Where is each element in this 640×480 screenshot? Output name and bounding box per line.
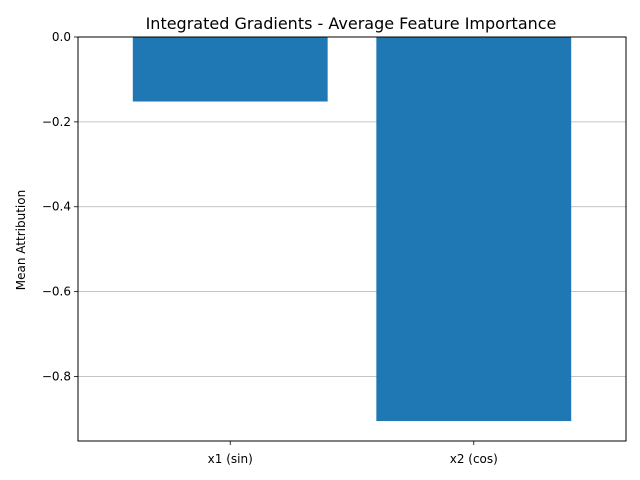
y-tick-label: −0.8 xyxy=(42,369,71,383)
x-tick-label: x1 (sin) xyxy=(208,452,253,466)
bar xyxy=(376,37,572,422)
y-tick-label: −0.4 xyxy=(42,200,71,214)
y-tick-label: −0.6 xyxy=(42,285,71,299)
x-tick-label: x2 (cos) xyxy=(450,452,498,466)
y-tick-label: 0.0 xyxy=(52,30,71,44)
chart-title: Integrated Gradients - Average Feature I… xyxy=(146,14,557,33)
y-axis-label: Mean Attribution xyxy=(14,190,28,290)
y-tick-label: −0.2 xyxy=(42,115,71,129)
axis-ticks: 0.0 −0.2 −0.4 −0.6 −0.8 x1 (sin) x2 (cos) xyxy=(42,30,498,466)
bars xyxy=(132,37,572,422)
bar xyxy=(132,37,328,102)
plot-frame xyxy=(77,36,627,442)
